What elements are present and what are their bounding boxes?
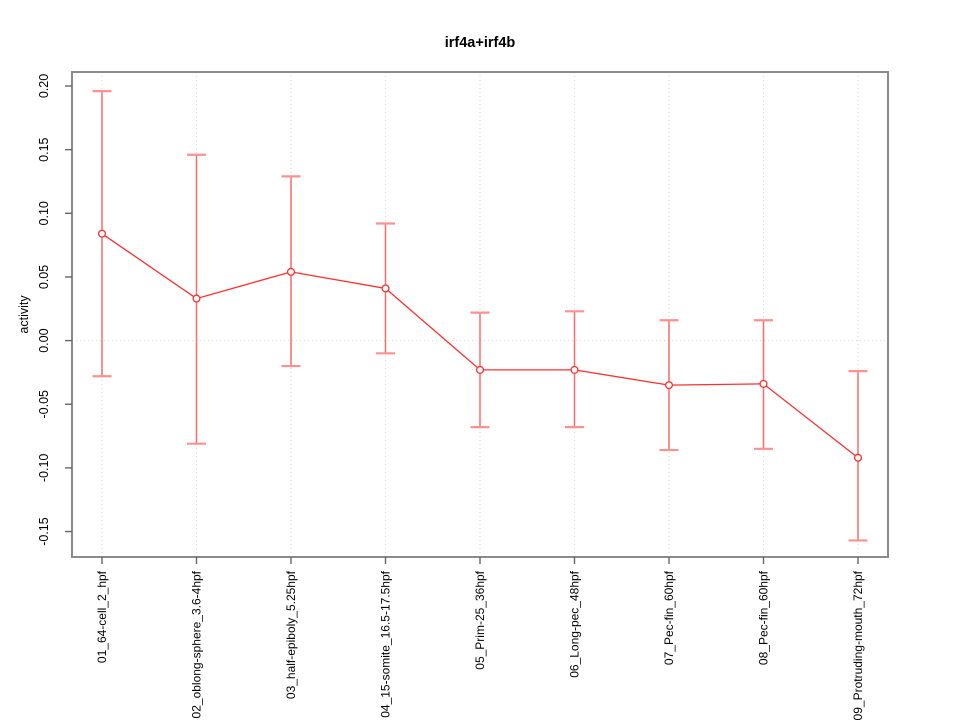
point-marker xyxy=(192,294,201,303)
x-category-label: 06_Long-pec_48hpf xyxy=(568,570,582,677)
x-category-label: 02_oblong-sphere_3.6-4hpf xyxy=(190,570,204,718)
point-marker xyxy=(759,379,768,388)
y-axis-title: activity xyxy=(17,295,31,334)
y-tick-label: -0.05 xyxy=(37,390,51,419)
point-marker xyxy=(475,365,485,374)
x-category-label: 08_Pec-fin_60hpf xyxy=(757,570,771,665)
x-category-label: 04_15-somite_16.5-17.5hpf xyxy=(379,570,393,717)
y-tick-label: 0.10 xyxy=(37,201,51,225)
y-tick-label: 0.00 xyxy=(37,328,51,352)
y-tick-label: -0.10 xyxy=(37,454,51,483)
x-category-label: 03_half-epiboly_5.25hpf xyxy=(284,570,298,699)
y-tick-label: -0.15 xyxy=(37,517,51,546)
point-marker xyxy=(97,229,107,238)
point-marker xyxy=(664,381,674,390)
x-category-label: 01_64-cell_2_hpf xyxy=(95,570,109,663)
point-marker xyxy=(286,267,296,276)
point-marker xyxy=(381,284,390,293)
y-tick-label: 0.05 xyxy=(37,265,51,289)
x-category-label: 09_Protruding-mouth_72hpf xyxy=(851,570,865,720)
point-marker xyxy=(853,453,863,462)
x-category-label: 05_Prim-25_36hpf xyxy=(473,570,487,669)
y-tick-label: 0.15 xyxy=(37,137,51,161)
chart-title: irf4a+irf4b xyxy=(445,35,516,51)
y-tick-label: 0.20 xyxy=(37,74,51,98)
point-marker xyxy=(570,365,579,374)
x-category-label: 07_Pec-fin_60hpf xyxy=(662,570,676,665)
